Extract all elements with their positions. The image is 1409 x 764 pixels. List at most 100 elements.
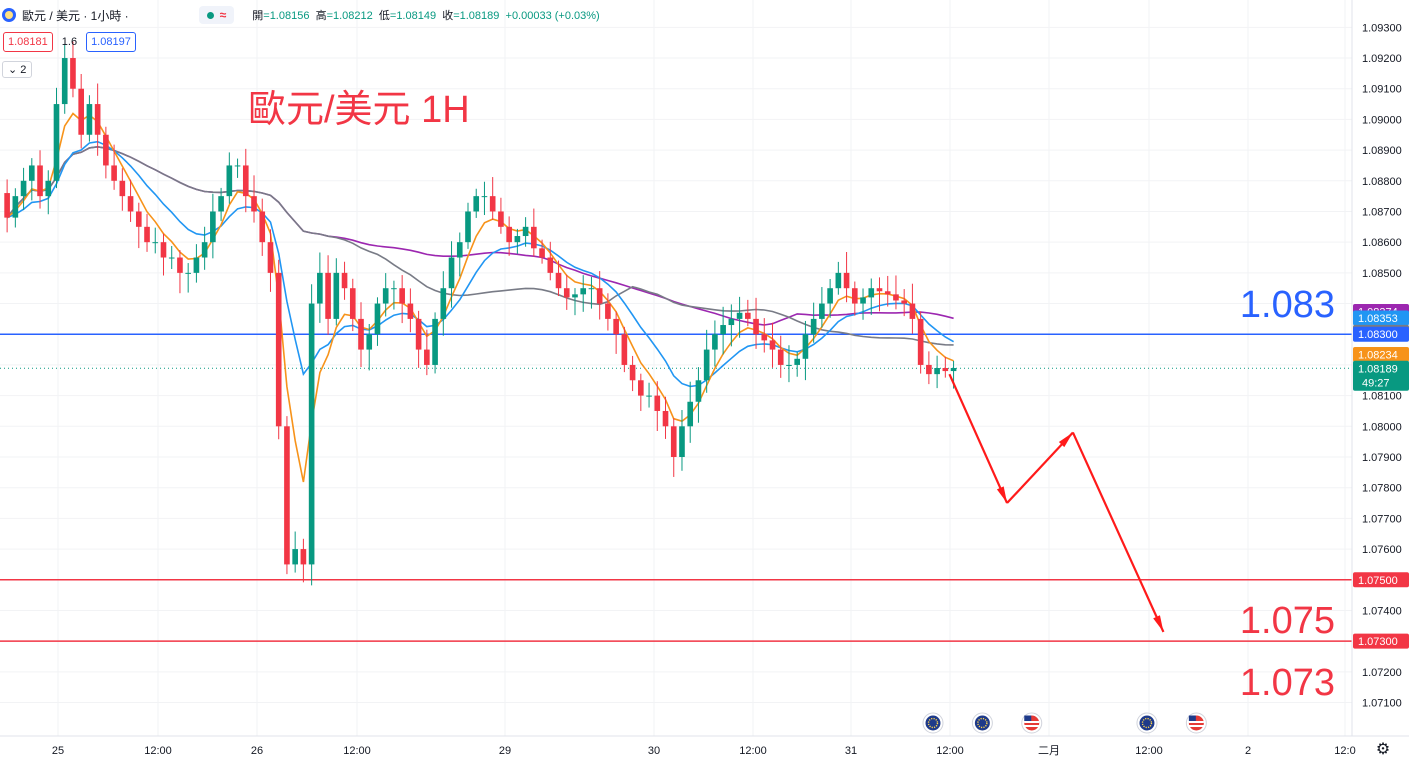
candle-body	[605, 303, 611, 319]
candle-body	[753, 318, 759, 335]
horizontal-levels	[0, 333, 1352, 642]
flag-field	[974, 715, 990, 731]
candle-body	[942, 368, 949, 372]
flag-stars	[1141, 717, 1153, 729]
candle-body	[440, 288, 447, 319]
candle-body	[160, 242, 167, 258]
arrow-head	[1153, 615, 1164, 632]
price-tick-label: 1.07200	[1362, 667, 1402, 679]
candle-body	[358, 318, 364, 350]
candle-body	[292, 549, 298, 565]
projection-segment	[948, 373, 1009, 504]
candle-body	[563, 288, 570, 298]
candle-body	[777, 349, 784, 365]
candle-body	[432, 318, 438, 365]
buy-button[interactable]: 1.08197	[86, 32, 136, 52]
candle-body	[745, 312, 751, 319]
candle-body	[185, 272, 191, 274]
flag-stars	[927, 717, 939, 729]
flag-stars	[977, 717, 988, 729]
time-tick-label: 12:00	[1135, 745, 1163, 757]
market-status[interactable]: ≈	[198, 6, 235, 24]
price-tag-label: 1.08353	[1358, 313, 1398, 325]
price-tick-label: 1.07600	[1362, 544, 1402, 556]
candle-body	[613, 318, 619, 335]
candle-body	[769, 340, 776, 350]
candle-body	[917, 318, 924, 365]
price-axis[interactable]: 1.09300 1.09200 1.09100 1.09000 1.08900 1.088…	[1351, 0, 1409, 764]
candle-body	[456, 242, 463, 258]
candle-body	[835, 272, 842, 289]
flag-field	[1139, 715, 1155, 731]
candle-body	[135, 211, 142, 227]
time-tick-label: 30	[648, 745, 660, 757]
price-tick-label: 1.09000	[1362, 114, 1402, 126]
candle-body	[687, 401, 694, 427]
time-tick-label: 26	[251, 745, 263, 757]
price-tag	[1353, 572, 1409, 588]
sell-button[interactable]: 1.08181	[3, 32, 53, 52]
economic-events[interactable]	[922, 712, 1207, 734]
candle-body	[506, 226, 512, 243]
ema-orange-line	[6, 112, 954, 483]
settings-gear-icon[interactable]: ⚙	[1375, 741, 1391, 758]
eu-flag-icon[interactable]	[922, 712, 944, 734]
indicators-toggle-button[interactable]: ⌄ 2	[2, 61, 33, 78]
candle-body	[629, 364, 636, 381]
spread-value: 1.6	[61, 36, 78, 48]
candle-body	[144, 226, 150, 243]
candle-body	[654, 395, 661, 411]
candle-body	[391, 288, 397, 290]
price-tick-label: 1.08500	[1362, 268, 1402, 280]
symbol-title[interactable]: 歐元 / 美元 · 1小時 ·	[22, 8, 129, 23]
arrow-head	[1058, 432, 1073, 448]
candle-body	[20, 180, 27, 197]
candle-body	[37, 165, 43, 197]
level-label: 1.073	[1240, 662, 1335, 704]
candle-body	[827, 288, 833, 304]
flag-field	[925, 715, 941, 731]
candle-body	[119, 180, 126, 197]
wave-icon: ≈	[219, 8, 227, 22]
time-axis[interactable]: 25 12:00 26 12:00 29 30 12:00 31 12:00 二月 12:00 2 12…	[0, 735, 1409, 757]
countdown-label: 49:27	[1362, 377, 1390, 389]
eu-flag-icon[interactable]	[1136, 712, 1158, 734]
candle-body	[242, 165, 249, 197]
price-tag	[1353, 326, 1409, 342]
candle-body	[193, 257, 200, 273]
candle-body	[61, 58, 68, 105]
candle-body	[621, 334, 628, 365]
trade-buttons: 1.08181 1.6 1.08197	[0, 32, 136, 52]
price-tick-label: 1.07700	[1362, 513, 1402, 525]
candle-body	[794, 358, 801, 365]
time-tick-label: 12:00	[739, 745, 767, 757]
candle-body	[251, 196, 257, 212]
moving-averages	[6, 112, 954, 483]
candle-body	[70, 58, 76, 89]
candle-body	[210, 211, 216, 243]
candle-body	[489, 196, 496, 212]
candle-body	[12, 196, 19, 218]
eu-flag-icon[interactable]	[971, 712, 993, 734]
candle-body	[53, 104, 60, 181]
chevron-down-icon: ⌄	[8, 64, 18, 76]
candle-body	[308, 303, 315, 565]
candle-body	[703, 349, 710, 381]
candle-body	[596, 288, 603, 304]
symbol-header[interactable]: 歐元 / 美元 · 1小時 · ≈ 開=1.08156 高=1.08212 低=…	[0, 4, 600, 26]
candle-body	[514, 236, 521, 243]
candle-body	[884, 291, 891, 295]
candle-body	[465, 211, 471, 243]
candle-body	[234, 165, 241, 167]
price-tag-label: 1.08189	[1358, 363, 1398, 375]
us-flag-icon[interactable]	[1185, 712, 1207, 734]
price-tick-label: 1.07100	[1362, 698, 1402, 710]
candle-body	[317, 272, 323, 304]
candle-body	[267, 242, 274, 273]
price-tick-label: 1.08700	[1362, 206, 1402, 218]
us-flag-icon[interactable]	[1021, 712, 1043, 734]
candle-body	[934, 368, 940, 375]
flag-stripe	[1188, 725, 1204, 727]
candle-body	[341, 272, 348, 289]
